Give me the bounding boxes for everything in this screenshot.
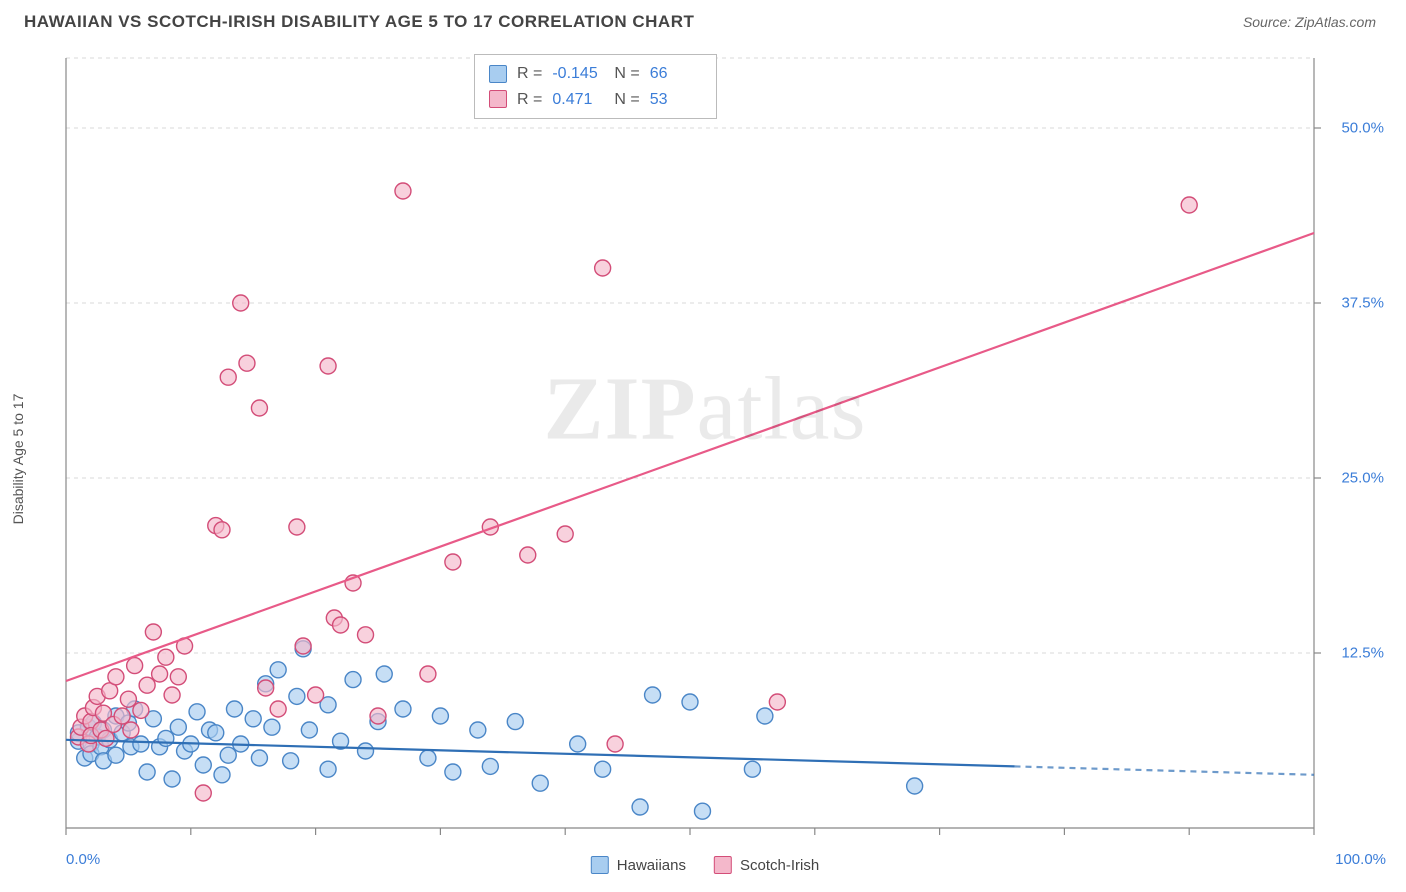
correlation-legend: R = -0.145 N = 66 R = 0.471 N = 53 (474, 54, 717, 119)
series-legend-item: Hawaiians (591, 856, 686, 874)
legend-swatch-icon (489, 65, 507, 83)
y-tick-label: 37.5% (1341, 295, 1384, 312)
legend-row-scotch-irish: R = 0.471 N = 53 (489, 87, 702, 113)
legend-r-label: R = (517, 87, 542, 113)
x-axis-start-label: 0.0% (66, 851, 100, 868)
scatter-plot (24, 46, 1386, 872)
chart-title: HAWAIIAN VS SCOTCH-IRISH DISABILITY AGE … (24, 12, 694, 32)
legend-swatch-icon (591, 856, 609, 874)
legend-swatch-icon (714, 856, 732, 874)
chart-container: Disability Age 5 to 17 ZIPatlas R =-0.14… (24, 46, 1386, 872)
legend-row-hawaiians: R = -0.145 N = 66 (489, 61, 702, 87)
series-legend-label: Hawaiians (617, 857, 686, 874)
series-legend-label: Scotch-Irish (740, 857, 819, 874)
series-legend: Hawaiians Scotch-Irish (591, 856, 819, 874)
legend-n-value: 53 (650, 87, 702, 113)
legend-r-value: 0.471 (552, 87, 604, 113)
y-tick-label: 12.5% (1341, 645, 1384, 662)
x-axis-end-label: 100.0% (1335, 851, 1386, 868)
y-tick-label: 25.0% (1341, 470, 1384, 487)
legend-n-value: 66 (650, 61, 702, 87)
legend-r-label: R = (517, 61, 542, 87)
source-label: Source: ZipAtlas.com (1243, 14, 1376, 30)
legend-n-label: N = (614, 61, 639, 87)
series-legend-item: Scotch-Irish (714, 856, 819, 874)
legend-n-label: N = (614, 87, 639, 113)
y-axis-label: Disability Age 5 to 17 (10, 394, 26, 525)
legend-swatch-icon (489, 90, 507, 108)
legend-r-value: -0.145 (552, 61, 604, 87)
y-tick-label: 50.0% (1341, 120, 1384, 137)
